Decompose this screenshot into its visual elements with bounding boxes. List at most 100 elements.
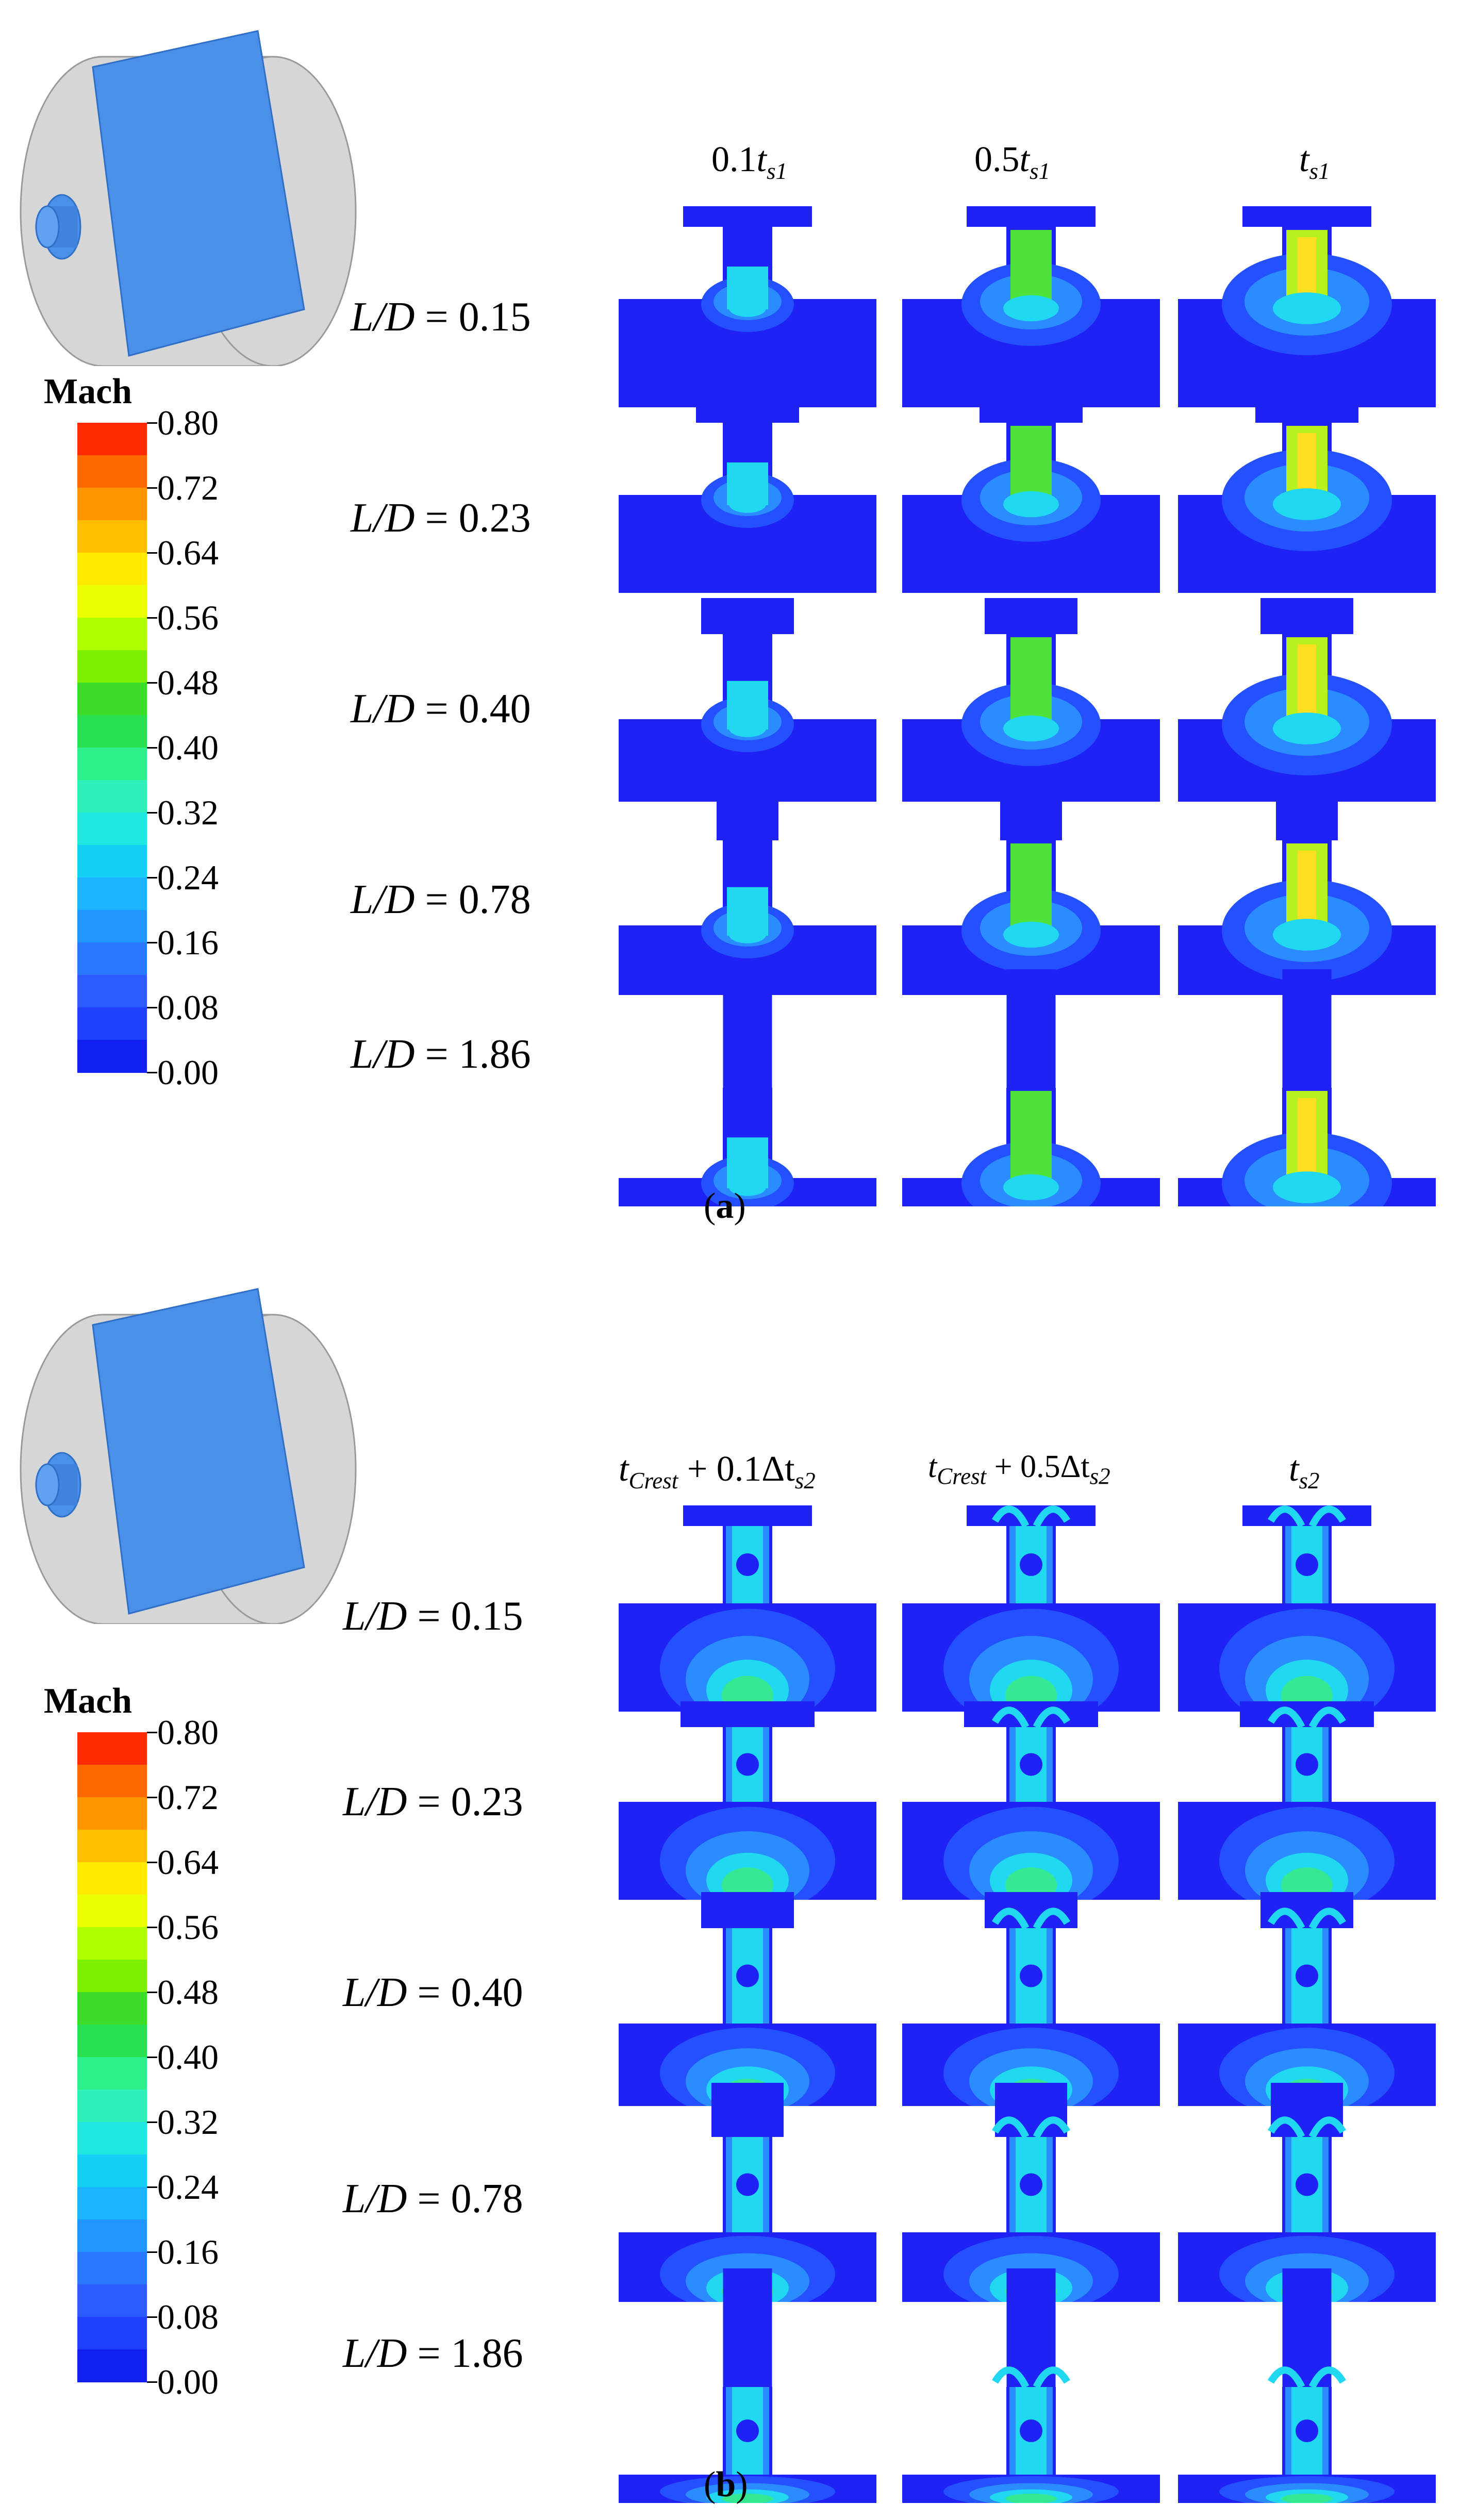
row-label-ld-186: L/D = 1.86 — [343, 2331, 523, 2376]
mach-contour-snapshot — [619, 1892, 876, 2106]
mach-contour-snapshot — [902, 1892, 1160, 2106]
colorbar-tick-label: 0.08 — [157, 2297, 219, 2336]
colorbar-tick-label: 0.48 — [157, 663, 219, 702]
colorbar-tick — [147, 747, 157, 749]
colorbar-swatch — [77, 520, 147, 553]
mach-contour-snapshot — [1178, 1505, 1436, 1712]
colorbar-tick — [147, 942, 157, 943]
colorbar-swatch — [77, 1007, 147, 1040]
colorbar-title: Mach — [44, 1681, 132, 1721]
colorbar-tick-label: 0.24 — [157, 2167, 219, 2207]
mach-contour-snapshot — [1178, 1892, 1436, 2106]
row-label-ld-040: L/D = 0.40 — [343, 1970, 523, 2015]
colorbar-swatch — [77, 1992, 147, 2025]
colorbar-swatch — [77, 585, 147, 618]
muffler-model-icon — [20, 1288, 357, 1624]
colorbar-tick — [147, 1797, 157, 1798]
row-label-ld-040: L/D = 0.40 — [351, 686, 531, 732]
colorbar-tick-label: 0.32 — [157, 793, 219, 832]
colorbar-swatch — [77, 1960, 147, 1993]
mach-contour-snapshot — [902, 397, 1160, 593]
colorbar-tick — [147, 877, 157, 878]
mach-contour-snapshot — [619, 2268, 876, 2503]
colorbar-swatch — [77, 2057, 147, 2090]
colorbar-tick — [147, 2057, 157, 2058]
colorbar-swatch — [77, 553, 147, 586]
mach-contour-snapshot — [1178, 2268, 1436, 2503]
colorbar-swatch — [77, 1927, 147, 1960]
mach-contour-snapshot — [619, 789, 876, 995]
colorbar-swatch — [77, 423, 147, 456]
column-header-3: ts2 — [1289, 1449, 1320, 1494]
colorbar-tick — [147, 2251, 157, 2253]
colorbar-swatch — [77, 715, 147, 748]
column-header-3: ts1 — [1299, 140, 1330, 184]
mach-contour-snapshot — [1178, 206, 1436, 407]
colorbar-tick — [147, 487, 157, 489]
colorbar-swatch — [77, 2187, 147, 2220]
mach-contour-snapshot — [619, 1701, 876, 1900]
colorbar-tick — [147, 1862, 157, 1863]
mach-contour-snapshot — [619, 206, 876, 407]
colorbar-swatch — [77, 942, 147, 975]
colorbar-swatch — [77, 1830, 147, 1863]
mach-contour-snapshot — [902, 206, 1160, 407]
colorbar-tick — [147, 617, 157, 619]
column-header-1: 0.1ts1 — [711, 140, 787, 184]
mach-contour-snapshot — [1178, 789, 1436, 995]
figure-caption-b: (b) — [704, 2465, 748, 2505]
colorbar-tick-label: 0.40 — [157, 728, 219, 767]
colorbar-tick — [147, 1927, 157, 1928]
colorbar-swatch — [77, 2154, 147, 2187]
mach-contour-snapshot — [1178, 598, 1436, 802]
mach-contour-snapshot — [619, 1505, 876, 1712]
mach-contour-snapshot — [902, 789, 1160, 995]
panel-b: Mach 0.80 0.72 0.64 0.56 0.48 0.40 0.32 0.24 0.1… — [0, 1258, 1460, 2520]
colorbar-tick-label: 0.72 — [157, 468, 219, 507]
row-label-ld-078: L/D = 0.78 — [351, 877, 531, 922]
colorbar-tick — [147, 812, 157, 814]
colorbar-tick-label: 0.32 — [157, 2102, 219, 2142]
row-label-ld-015: L/D = 0.15 — [343, 1594, 523, 1639]
colorbar-tick-label: 0.00 — [157, 2362, 219, 2401]
colorbar-swatch — [77, 748, 147, 781]
row-label-ld-023: L/D = 0.23 — [343, 1779, 523, 1825]
mach-contour-snapshot — [1178, 969, 1436, 1206]
column-header-1: tCrest + 0.1Δts2 — [619, 1449, 816, 1494]
colorbar-tick-label: 0.56 — [157, 1908, 219, 1947]
figure-caption-a: (a) — [704, 1186, 746, 1226]
mach-contour-snapshot — [619, 969, 876, 1206]
muffler-model-icon — [20, 30, 357, 366]
colorbar-tick — [147, 422, 157, 424]
column-header-2: tCrest + 0.5Δts2 — [928, 1449, 1110, 1489]
colorbar-swatch — [77, 683, 147, 716]
panel-a: Mach 0.80 0.72 0.64 0.56 0.48 0.40 0.32 0.24 0.1… — [0, 0, 1460, 1258]
colorbar-tick-label: 0.64 — [157, 533, 219, 572]
colorbar-swatch — [77, 975, 147, 1008]
colorbar-swatch — [77, 1797, 147, 1830]
colorbar-tick — [147, 1007, 157, 1008]
colorbar-swatch — [77, 1862, 147, 1895]
colorbar-tick — [147, 682, 157, 684]
colorbar-swatch — [77, 845, 147, 878]
colorbar-swatch — [77, 2252, 147, 2285]
colorbar-tick — [147, 1732, 157, 1733]
colorbar-tick-label: 0.80 — [157, 1713, 219, 1752]
colorbar-tick — [147, 2316, 157, 2318]
column-header-2: 0.5ts1 — [974, 140, 1050, 184]
colorbar-tick-label: 0.00 — [157, 1053, 219, 1092]
row-label-ld-186: L/D = 1.86 — [351, 1032, 531, 1077]
mach-contour-snapshot — [1178, 1701, 1436, 1900]
colorbar-tick — [147, 1072, 157, 1073]
mach-contour-snapshot — [902, 2268, 1160, 2503]
colorbar-tick-label: 0.40 — [157, 2037, 219, 2077]
colorbar-swatch — [77, 877, 147, 910]
colorbar-tick-label: 0.48 — [157, 1972, 219, 2012]
colorbar-swatch — [77, 2090, 147, 2123]
colorbar-swatch — [77, 455, 147, 488]
row-label-ld-023: L/D = 0.23 — [351, 495, 531, 541]
mach-contour-snapshot — [902, 969, 1160, 1206]
colorbar-swatch — [77, 910, 147, 943]
colorbar-swatch — [77, 1895, 147, 1928]
colorbar-tick-label: 0.08 — [157, 988, 219, 1027]
